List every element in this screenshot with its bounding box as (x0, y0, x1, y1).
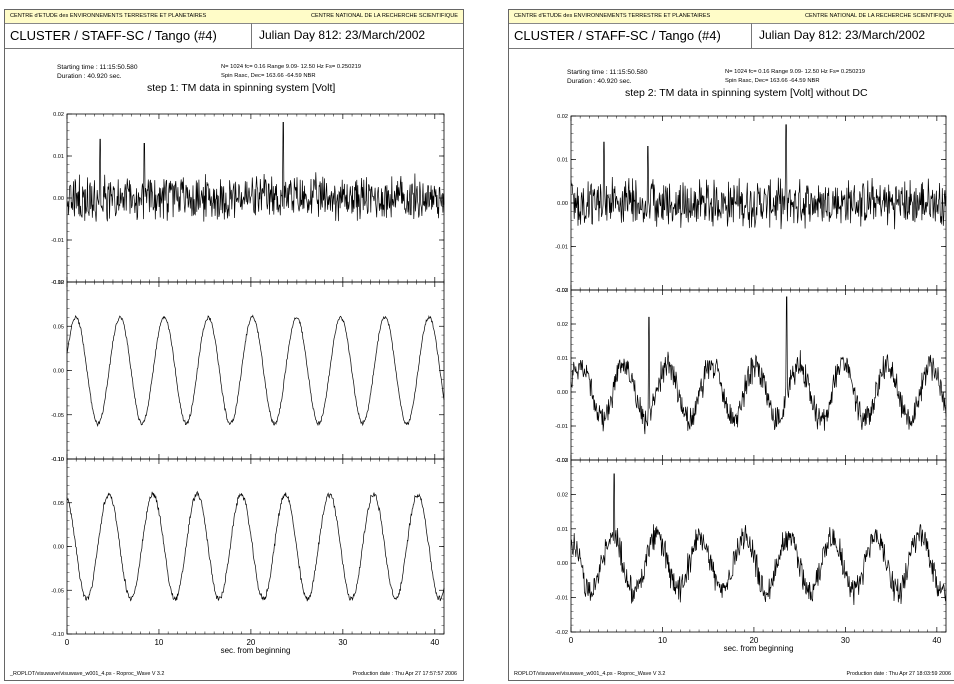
chart-panel-1: 0.02 0.01 0.00 -0.01 -0.02 (51, 112, 445, 286)
y-tick-label: 0.00 (557, 561, 568, 567)
start-time: Starting time : 11:15:50.580 (567, 69, 648, 76)
y-tick-label: 0.01 (557, 527, 568, 533)
y-tick-label: 0.05 (53, 501, 64, 507)
x-axis-label: sec. from beginning (221, 646, 291, 655)
y-tick-label: 0.01 (53, 154, 64, 160)
y-tick-label: -0.01 (555, 596, 568, 602)
params-line-2: Spin Rasc, Dec= 163.66 -64.59 NBR (725, 78, 820, 84)
axes-frame (66, 458, 445, 635)
chart-panel-3: 0 10 20 30 40 0.03 0.02 0.01 0.00 -0.01 -0.02 sec. … (555, 458, 947, 653)
y-tick-label: -0.05 (51, 588, 64, 594)
y-tick-label: 0.01 (557, 158, 568, 164)
y-tick-label: 0.03 (557, 458, 568, 464)
x-tick-label: 0 (569, 636, 574, 645)
x-tick-label: 10 (154, 638, 163, 647)
x-tick-label: 20 (246, 638, 255, 647)
x-tick-label: 20 (749, 636, 758, 645)
y-tick-label: 0.00 (53, 545, 64, 551)
y-tick-label: 0.00 (557, 201, 568, 207)
plot-area: 0.02 0.01 0.00 -0.01 -0.02 0.10 0.05 0.00 -0.05… (51, 112, 445, 655)
plot-title: step 2: TM data in spinning system [Volt… (625, 87, 868, 99)
plot-area: 0.02 0.01 0.00 -0.01 -0.02 0.03 0.02 0.01 0.00 -… (555, 114, 947, 653)
chart-panel-1: 0.02 0.01 0.00 -0.01 -0.02 (555, 114, 947, 294)
y-tick-label: 0.10 (53, 280, 64, 286)
axes-frame (570, 459, 947, 633)
y-tick-label: 0.10 (53, 457, 64, 463)
params-line-2: Spin Rasc, Dec= 163.66 -64.59 NBR (221, 73, 316, 79)
plot-title: step 1: TM data in spinning system [Volt… (147, 82, 336, 94)
series-line (570, 124, 947, 230)
y-tick-label: -0.01 (51, 238, 64, 244)
y-tick-label: 0.01 (557, 356, 568, 362)
y-tick-label: 0.00 (557, 390, 568, 396)
x-tick-label: 0 (65, 638, 70, 647)
y-tick-label: 0.02 (557, 322, 568, 328)
chart-panel-2: 0.10 0.05 0.00 -0.05 -0.10 (51, 280, 445, 463)
y-tick-label: -0.01 (555, 424, 568, 430)
series-line (570, 473, 947, 606)
footer-right: Production date : Thu Apr 27 17:57:57 20… (352, 671, 458, 677)
x-tick-label: 30 (338, 638, 347, 647)
page-title: CLUSTER / STAFF-SC / Tango (#4) (514, 28, 721, 43)
page-title: CLUSTER / STAFF-SC / Tango (#4) (10, 28, 217, 43)
y-tick-label: 0.02 (557, 114, 568, 120)
header-band: CENTRE d'ETUDE des ENVIRONNEMENTS TERRES… (509, 10, 954, 24)
y-tick-label: 0.05 (53, 324, 64, 330)
y-tick-label: 0.03 (557, 288, 568, 294)
footer-left: ROPLOT/visuwave/visuwave_w001_4.ps - Rop… (514, 671, 666, 677)
julian-day: Julian Day 812: 23/March/2002 (259, 28, 426, 42)
duration: Duration : 40.920 sec. (567, 78, 632, 85)
series-line (66, 122, 445, 222)
params-line-1: N= 1024 fc= 0.16 Range 9.09- 12.50 Hz Fs… (725, 69, 866, 75)
y-tick-label: -0.05 (51, 413, 64, 419)
x-tick-label: 30 (841, 636, 850, 645)
header-right-text: CENTRE NATIONAL DE LA RECHERCHE SCIENTIF… (804, 13, 952, 19)
duration: Duration : 40.920 sec. (57, 73, 122, 80)
y-tick-label: -0.01 (555, 245, 568, 251)
title-divider (251, 23, 252, 48)
footer-right: Production date : Thu Apr 27 18:03:59 20… (846, 671, 952, 677)
series-line (570, 296, 947, 435)
params-line-1: N= 1024 fc= 0.16 Range 9.09- 12.50 Hz Fs… (221, 64, 362, 70)
title-row: CLUSTER / STAFF-SC / Tango (#4) Julian D… (5, 23, 463, 49)
header-left-text: CENTRE d'ETUDE des ENVIRONNEMENTS TERRES… (10, 13, 207, 19)
axes-frame (66, 281, 445, 460)
y-tick-label: -0.02 (555, 288, 568, 294)
chart-panel-3: 0 10 20 30 40 0.10 0.05 0.00 -0.05 -0.10 sec. from… (51, 457, 445, 655)
start-time: Starting time : 11:15:50.580 (57, 64, 138, 71)
header-left-text: CENTRE d'ETUDE des ENVIRONNEMENTS TERRES… (514, 13, 711, 19)
x-axis-label: sec. from beginning (724, 644, 794, 653)
y-tick-label: -0.10 (51, 632, 64, 638)
y-tick-label: 0.00 (53, 196, 64, 202)
y-tick-label: -0.02 (555, 458, 568, 464)
julian-day: Julian Day 812: 23/March/2002 (759, 28, 926, 42)
x-tick-label: 10 (658, 636, 667, 645)
title-row: CLUSTER / STAFF-SC / Tango (#4) Julian D… (509, 23, 954, 49)
y-tick-label: 0.00 (53, 369, 64, 375)
series-line (66, 490, 445, 602)
chart-panel-2: 0.03 0.02 0.01 0.00 -0.01 -0.02 (555, 288, 947, 464)
y-tick-label: -0.02 (51, 280, 64, 286)
y-tick-label: 0.02 (557, 492, 568, 498)
header-right-text: CENTRE NATIONAL DE LA RECHERCHE SCIENTIF… (310, 13, 458, 19)
y-tick-label: -0.02 (555, 630, 568, 636)
x-tick-label: 40 (932, 636, 941, 645)
y-tick-label: -0.10 (51, 457, 64, 463)
page-step-2: CENTRE d'ETUDE des ENVIRONNEMENTS TERRES… (508, 9, 954, 681)
page-step-1: CENTRE d'ETUDE des ENVIRONNEMENTS TERRES… (4, 9, 464, 681)
series-line (66, 314, 445, 428)
x-tick-label: 40 (430, 638, 439, 647)
footer-left: _ROPLOT/visuwave/visuwave_w001_4.ps - Ro… (10, 671, 165, 677)
y-tick-label: 0.02 (53, 112, 64, 118)
header-band: CENTRE d'ETUDE des ENVIRONNEMENTS TERRES… (5, 10, 463, 24)
title-divider (751, 23, 752, 48)
